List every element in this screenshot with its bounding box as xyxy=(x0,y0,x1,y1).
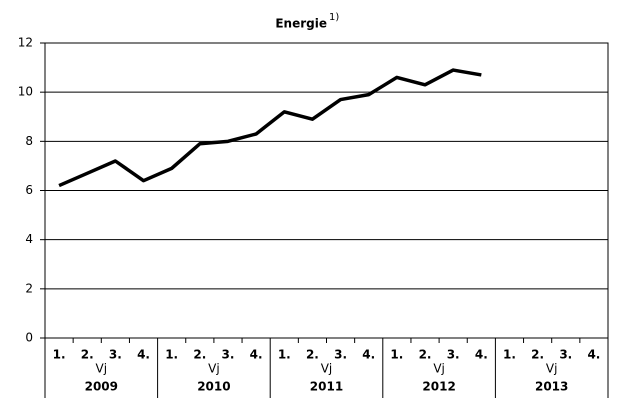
y-tick-label: 8 xyxy=(25,134,33,148)
group-sublabel: Vj xyxy=(321,362,333,376)
chart-title: Energie xyxy=(275,17,327,31)
x-tick-label: 4. xyxy=(137,348,150,362)
y-tick-label: 2 xyxy=(25,281,33,295)
y-tick-label: 0 xyxy=(25,331,33,345)
x-tick-label: 2. xyxy=(81,348,94,362)
y-tick-label: 12 xyxy=(18,36,33,50)
group-label: 2013 xyxy=(535,380,568,394)
group-sublabel: Vj xyxy=(546,362,558,376)
title-footnote: 1) xyxy=(329,12,339,23)
group-label: 2010 xyxy=(197,380,230,394)
x-tick-label: 2. xyxy=(306,348,319,362)
x-tick-label: 2. xyxy=(419,348,432,362)
data-line xyxy=(58,68,482,188)
x-tick-label: 1. xyxy=(503,348,516,362)
x-tick-label: 2. xyxy=(531,348,544,362)
x-tick-label: 3. xyxy=(109,348,122,362)
x-tick-label: 3. xyxy=(334,348,347,362)
group-sublabel: Vj xyxy=(433,362,445,376)
x-tick-label: 1. xyxy=(165,348,178,362)
y-tick-label: 10 xyxy=(18,85,33,99)
x-tick-label: 2. xyxy=(193,348,206,362)
group-label: 2009 xyxy=(85,380,118,394)
x-tick-label: 3. xyxy=(559,348,572,362)
group-label: 2012 xyxy=(422,380,455,394)
group-sublabel: Vj xyxy=(208,362,220,376)
x-tick-label: 1. xyxy=(53,348,66,362)
x-tick-label: 4. xyxy=(250,348,263,362)
y-tick-label: 6 xyxy=(25,183,33,197)
group-sublabel: Vj xyxy=(96,362,108,376)
x-tick-label: 3. xyxy=(447,348,460,362)
x-tick-label: 3. xyxy=(222,348,235,362)
x-tick-label: 1. xyxy=(278,348,291,362)
x-tick-label: 4. xyxy=(362,348,375,362)
y-tick-label: 4 xyxy=(25,232,33,246)
group-label: 2011 xyxy=(310,380,343,394)
x-tick-label: 4. xyxy=(587,348,600,362)
x-tick-label: 4. xyxy=(475,348,488,362)
x-tick-label: 1. xyxy=(390,348,403,362)
